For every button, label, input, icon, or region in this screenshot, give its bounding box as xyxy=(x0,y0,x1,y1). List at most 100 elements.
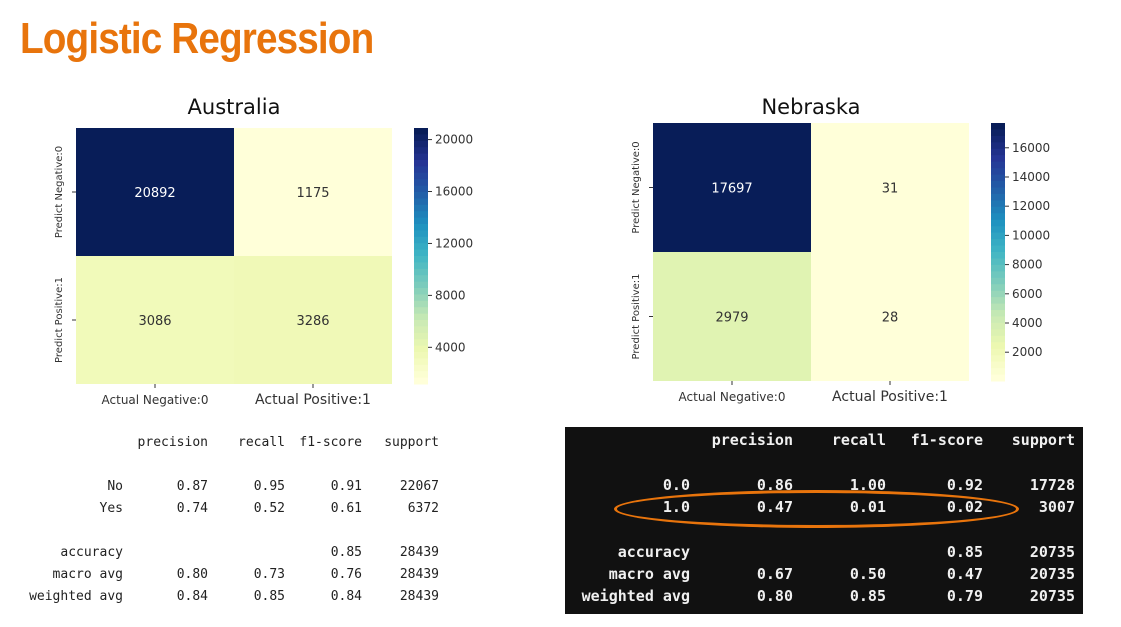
column-label: Actual Negative:0 xyxy=(679,390,786,404)
table-row-label: 0.0 xyxy=(662,476,690,494)
colorbar-segment xyxy=(414,147,428,155)
colorbar-segment xyxy=(414,326,428,334)
colorbar-segment xyxy=(991,219,1005,227)
colorbar-segment xyxy=(414,371,428,379)
table-row-label: weighted avg xyxy=(581,587,690,605)
colorbar-segment xyxy=(991,277,1005,285)
colorbar-segment xyxy=(414,256,428,263)
colorbar-segment xyxy=(414,332,428,340)
table-cell: 0.85 xyxy=(330,545,362,560)
colorbar-tick-label: 12000 xyxy=(435,236,473,250)
colorbar-segment xyxy=(414,288,428,295)
table-row-label: accuracy xyxy=(60,545,123,560)
colorbar-segment xyxy=(991,335,1005,343)
colorbar-segment xyxy=(991,213,1005,221)
table-cell: 0.79 xyxy=(946,587,983,605)
table-row-label: No xyxy=(107,479,123,494)
colorbar-segment xyxy=(414,294,428,302)
table-cell: 0.84 xyxy=(330,589,362,604)
colorbar-segment xyxy=(991,322,1005,330)
colorbar-tick-label: 8000 xyxy=(1012,258,1043,272)
heatmap-value: 3086 xyxy=(138,314,171,329)
colorbar-segment xyxy=(991,348,1005,356)
colorbar-segment xyxy=(991,245,1005,253)
colorbar-segment xyxy=(414,268,428,276)
heatmap-cell xyxy=(653,252,811,381)
table-row-label: Yes xyxy=(99,501,123,516)
colorbar-tick-label: 20000 xyxy=(435,133,473,147)
colorbar-segment xyxy=(991,142,1005,150)
colorbar-segment xyxy=(414,198,428,206)
colorbar-segment xyxy=(991,161,1005,169)
colorbar-segment xyxy=(991,368,1005,376)
colorbar-tick-label: 10000 xyxy=(1012,228,1050,242)
colorbar-segment xyxy=(991,355,1005,363)
colorbar-segment xyxy=(414,345,428,353)
colorbar-segment xyxy=(991,135,1005,143)
colorbar-segment xyxy=(414,172,428,180)
table-column-header: recall xyxy=(831,431,886,449)
colorbar-segment xyxy=(414,179,428,187)
table-cell: 20735 xyxy=(1029,587,1075,605)
colorbar-segment xyxy=(414,153,428,161)
table-cell: 28439 xyxy=(399,589,439,604)
row-label: Predict Negative:0 xyxy=(54,146,65,238)
colorbar-segment xyxy=(991,284,1005,292)
colorbar-tick-label: 4000 xyxy=(1012,316,1043,330)
table-column-header: f1-score xyxy=(299,435,362,450)
heatmap-cell xyxy=(653,123,811,252)
highlight-ellipse xyxy=(614,490,1019,528)
table-cell: 0.52 xyxy=(253,501,285,516)
heatmap-value: 20892 xyxy=(134,186,175,201)
table-column-header: precision xyxy=(711,431,793,449)
colorbar-segment xyxy=(414,185,428,193)
table-cell: 0.91 xyxy=(330,479,362,494)
colorbar-segment xyxy=(991,374,1005,382)
colorbar-segment xyxy=(991,129,1005,137)
colorbar-segment xyxy=(991,258,1005,266)
heatmap-value: 31 xyxy=(882,182,899,197)
heatmap-cell xyxy=(234,128,392,256)
colorbar-segment xyxy=(991,200,1005,208)
colorbar-segment xyxy=(414,243,428,251)
heatmap-cell xyxy=(811,123,969,252)
colorbar-segment xyxy=(991,316,1005,324)
colorbar-segment xyxy=(991,232,1005,240)
table-cell: 0.74 xyxy=(176,501,208,516)
heatmap-cell xyxy=(76,128,234,256)
row-label: Predict Negative:0 xyxy=(631,141,642,233)
colorbar-segment xyxy=(991,264,1005,272)
column-label: Actual Positive:1 xyxy=(255,392,371,408)
colorbar-segment xyxy=(991,148,1005,156)
colorbar-segment xyxy=(991,303,1005,311)
colorbar-segment xyxy=(991,155,1005,163)
heatmap-value: 2979 xyxy=(715,311,748,326)
table-cell: 0.87 xyxy=(176,479,208,494)
table-cell: 0.85 xyxy=(946,543,983,561)
heatmap-cell xyxy=(811,252,969,381)
table-cell: 20735 xyxy=(1029,543,1075,561)
colorbar-segment xyxy=(414,364,428,372)
colorbar-segment xyxy=(414,320,428,327)
table-cell: 0.67 xyxy=(756,565,793,583)
colorbar-segment xyxy=(991,239,1005,247)
colorbar-segment xyxy=(991,181,1005,188)
colorbar-segment xyxy=(414,230,428,238)
table-row-label: weighted avg xyxy=(29,589,123,604)
colorbar-tick-label: 4000 xyxy=(435,340,466,354)
colorbar-segment xyxy=(991,329,1005,337)
row-label: Predict Positive:1 xyxy=(631,274,642,360)
table-cell: 28439 xyxy=(399,545,439,560)
colorbar-segment xyxy=(414,262,428,270)
colorbar-segment xyxy=(414,204,428,212)
slide-title: Logistic Regression xyxy=(20,14,374,63)
colorbar-segment xyxy=(414,166,428,174)
table-cell: 28439 xyxy=(399,567,439,582)
table-cell: 0.84 xyxy=(176,589,208,604)
colorbar-segment xyxy=(991,174,1005,182)
table-column-header: support xyxy=(1011,431,1075,449)
heatmap-cell xyxy=(76,256,234,384)
column-label: Actual Negative:0 xyxy=(102,393,209,407)
colorbar-segment xyxy=(991,310,1005,317)
